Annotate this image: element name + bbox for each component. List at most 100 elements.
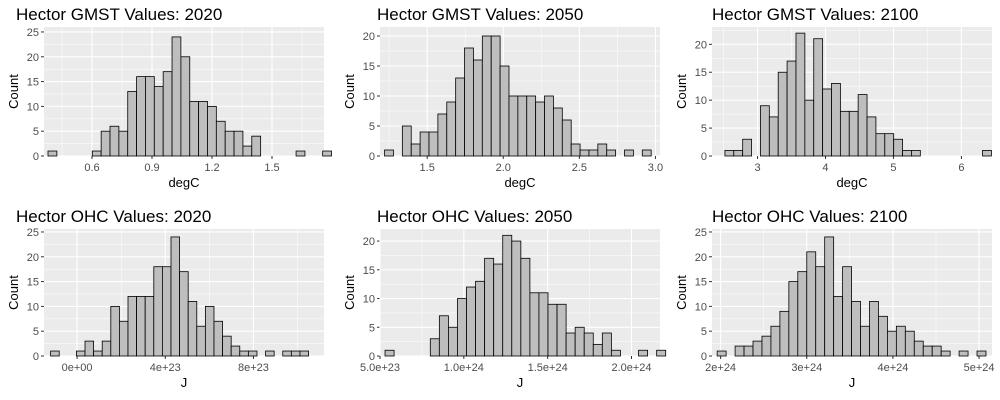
histogram-bar: [76, 350, 86, 357]
histogram-panel-2: Hector GMST Values: 2050 0 5 10 15 20 1.5 2.0 2.…: [342, 5, 663, 190]
histogram-bar: [93, 350, 103, 357]
panel-title: Hector GMST Values: 2020: [16, 5, 222, 24]
histogram-bar: [457, 298, 467, 357]
x-tick-label: 2.5: [572, 162, 587, 174]
histogram-bar: [153, 266, 163, 357]
histogram-bar: [493, 263, 504, 357]
histogram-bar: [824, 236, 835, 357]
y-tick-label: 5: [369, 121, 375, 133]
x-tick-label: 3.0: [648, 162, 663, 174]
histogram-bar: [299, 350, 309, 357]
histogram-bar: [490, 35, 501, 157]
histogram-bar: [940, 350, 951, 357]
histogram-bar: [848, 110, 859, 157]
histogram-bar: [145, 76, 155, 157]
x-axis-label: J: [849, 375, 856, 390]
histogram-bar: [743, 345, 754, 357]
histogram-bar: [511, 240, 522, 357]
histogram-bar: [233, 130, 244, 157]
histogram-bar: [153, 86, 164, 157]
x-tick-label: 3: [754, 162, 760, 174]
histogram-bar: [833, 296, 844, 357]
histogram-bar: [508, 95, 519, 157]
y-tick-label: 25: [695, 227, 707, 239]
x-tick-label: 1.2: [204, 162, 219, 174]
y-tick-label: 10: [695, 95, 707, 107]
x-tick-label: 0e+00: [62, 362, 93, 374]
histogram-bar: [815, 266, 826, 357]
panel-title: Hector OHC Values: 2100: [712, 207, 907, 226]
histogram-bar: [822, 88, 832, 157]
histogram-bar: [804, 99, 815, 157]
histogram-bar: [187, 301, 198, 357]
x-tick-label: 4: [822, 162, 828, 174]
histogram-bar: [213, 320, 223, 357]
histogram-bar: [384, 349, 395, 357]
histogram-bar: [574, 326, 585, 357]
histogram-bar: [475, 280, 486, 357]
histogram-bar: [401, 125, 412, 157]
y-tick-label: 15: [363, 265, 375, 277]
histogram-bar: [230, 345, 241, 357]
histogram-bar: [100, 130, 111, 157]
histogram-bar: [556, 303, 567, 357]
histogram-bar: [110, 305, 120, 357]
histogram-bar: [597, 143, 608, 157]
x-tick-label: 5.0e+23: [360, 362, 400, 374]
y-tick-label: 15: [363, 61, 375, 73]
histogram-bar: [976, 350, 987, 357]
histogram-bar: [429, 338, 440, 357]
histogram-bar: [446, 101, 457, 157]
y-tick-label: 25: [27, 227, 39, 239]
y-tick-label: 5: [33, 326, 39, 338]
y-tick-label: 0: [33, 151, 39, 163]
x-tick-label: 3e+24: [791, 362, 822, 374]
x-tick-label: 5: [890, 162, 896, 174]
x-tick-label: 4e+24: [877, 362, 908, 374]
y-tick-label: 20: [27, 252, 39, 264]
histogram-bar: [913, 340, 924, 357]
histogram-bar: [624, 149, 634, 157]
y-tick-label: 15: [27, 77, 39, 89]
histogram-bar: [47, 150, 58, 157]
histogram-bar: [583, 332, 594, 357]
histogram-bar: [733, 150, 744, 157]
histogram-bar: [207, 105, 217, 157]
histogram-bar: [466, 286, 476, 357]
y-tick-label: 0: [33, 351, 39, 363]
panel-title: Hector OHC Values: 2050: [377, 207, 572, 226]
histogram-bar: [982, 150, 992, 157]
y-tick-label: 5: [701, 123, 707, 135]
histogram-bar: [529, 292, 540, 357]
histogram-bar: [570, 143, 581, 157]
histogram-bar: [481, 35, 492, 157]
histogram-bar: [839, 110, 850, 157]
y-tick-label: 20: [363, 236, 375, 248]
histogram-bar: [247, 350, 258, 357]
histogram-bar: [553, 107, 563, 157]
histogram-bar: [50, 350, 60, 357]
y-axis-label: Count: [674, 74, 689, 109]
histogram-bar: [592, 344, 603, 357]
y-tick-label: 10: [695, 301, 707, 313]
x-tick-label: 6: [958, 162, 964, 174]
histogram-bar: [851, 301, 861, 357]
x-tick-label: 0.6: [84, 162, 99, 174]
histogram-bar: [517, 95, 528, 157]
histogram-bar: [265, 350, 275, 357]
y-tick-label: 0: [369, 151, 375, 163]
y-tick-label: 0: [369, 351, 375, 363]
histogram-bar: [428, 131, 439, 157]
histogram-bar: [526, 95, 537, 157]
histogram-bar: [109, 125, 120, 157]
panel-title: Hector OHC Values: 2020: [16, 207, 211, 226]
histogram-bar: [144, 296, 155, 357]
histogram-panel-4: Hector OHC Values: 2020 0 5 10 15 20 25 0e+00 4e…: [6, 207, 324, 390]
histogram-panel-3: Hector GMST Values: 2100 0 5 10 15 20 3 4 5 6 degC…: [674, 5, 992, 190]
x-axis-label: degC: [168, 175, 199, 190]
y-tick-label: 15: [695, 67, 707, 79]
histogram-bar: [438, 315, 449, 357]
x-axis-label: J: [517, 375, 524, 390]
histogram-bar: [448, 326, 458, 357]
histogram-bar: [198, 101, 208, 157]
